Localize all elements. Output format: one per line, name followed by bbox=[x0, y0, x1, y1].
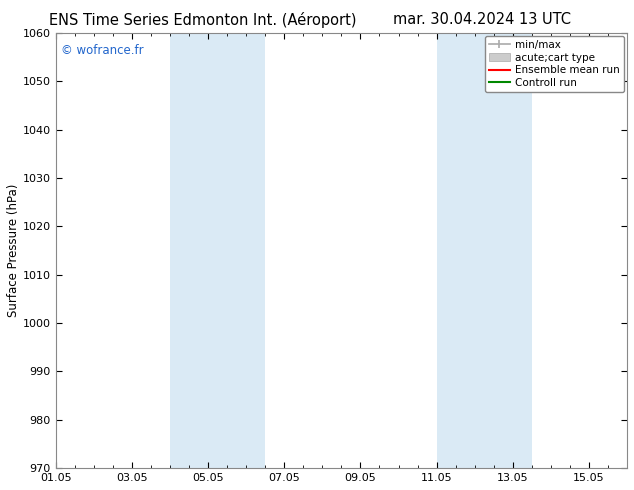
Text: © wofrance.fr: © wofrance.fr bbox=[61, 44, 144, 57]
Bar bbox=[170, 33, 265, 468]
Y-axis label: Surface Pressure (hPa): Surface Pressure (hPa) bbox=[7, 184, 20, 318]
Bar bbox=[437, 33, 532, 468]
Text: ENS Time Series Edmonton Int. (Aéroport): ENS Time Series Edmonton Int. (Aéroport) bbox=[49, 12, 357, 28]
Legend: min/max, acute;cart type, Ensemble mean run, Controll run: min/max, acute;cart type, Ensemble mean … bbox=[485, 36, 624, 92]
Text: mar. 30.04.2024 13 UTC: mar. 30.04.2024 13 UTC bbox=[393, 12, 571, 27]
